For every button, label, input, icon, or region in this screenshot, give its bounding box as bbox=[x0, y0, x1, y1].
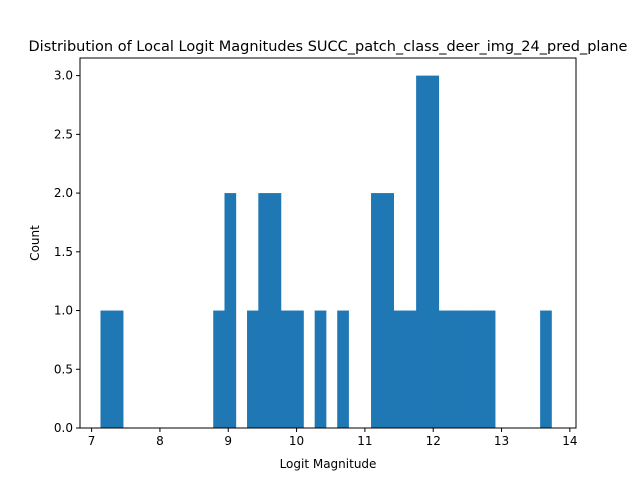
y-tick-label: 0.0 bbox=[54, 421, 73, 435]
histogram-bar bbox=[416, 75, 428, 428]
histogram-bar bbox=[111, 310, 124, 428]
chart-title: Distribution of Local Logit Magnitudes S… bbox=[29, 39, 628, 55]
histogram-bar bbox=[269, 193, 282, 428]
x-tick-label: 8 bbox=[156, 434, 164, 448]
y-axis-ticks: 0.0 0.5 1.0 1.5 2.0 2.5 3.0 bbox=[54, 69, 80, 435]
histogram-bars bbox=[100, 75, 552, 428]
x-tick-label: 7 bbox=[88, 434, 96, 448]
x-tick-label: 10 bbox=[289, 434, 304, 448]
plot-frame bbox=[79, 57, 577, 429]
y-axis-label: Count bbox=[28, 225, 42, 261]
histogram-bar bbox=[393, 310, 406, 428]
histogram-bar bbox=[540, 310, 552, 428]
y-tick-label: 3.0 bbox=[54, 69, 73, 83]
histogram-bar bbox=[449, 310, 462, 428]
y-tick-label: 1.5 bbox=[54, 245, 73, 259]
histogram-bar bbox=[371, 193, 383, 428]
histogram-bar bbox=[438, 310, 451, 428]
y-tick-label: 2.5 bbox=[54, 127, 73, 141]
y-tick-label: 0.5 bbox=[54, 362, 73, 376]
histogram-bar bbox=[427, 75, 440, 428]
x-axis-ticks: 7 8 9 10 11 12 13 14 bbox=[88, 428, 577, 448]
histogram-bar bbox=[247, 310, 259, 428]
histogram-bar bbox=[483, 310, 496, 428]
histogram-bar bbox=[280, 310, 293, 428]
x-tick-label: 12 bbox=[426, 434, 441, 448]
histogram-bar bbox=[404, 310, 417, 428]
x-axis-label: Logit Magnitude bbox=[280, 457, 377, 471]
histogram-bar bbox=[461, 310, 473, 428]
histogram-bar bbox=[337, 310, 349, 428]
histogram-bar bbox=[224, 193, 237, 428]
histogram-bar bbox=[382, 193, 394, 428]
x-tick-label: 14 bbox=[562, 434, 577, 448]
histogram-bar bbox=[314, 310, 327, 428]
x-tick-label: 13 bbox=[494, 434, 509, 448]
x-tick-label: 11 bbox=[357, 434, 372, 448]
histogram-bar bbox=[292, 310, 304, 428]
x-tick-label: 9 bbox=[224, 434, 232, 448]
histogram-bar bbox=[258, 193, 270, 428]
histogram-bar bbox=[100, 310, 113, 428]
histogram-bar bbox=[472, 310, 485, 428]
y-tick-label: 1.0 bbox=[54, 304, 73, 318]
histogram-bar bbox=[213, 310, 225, 428]
y-tick-label: 2.0 bbox=[54, 186, 73, 200]
